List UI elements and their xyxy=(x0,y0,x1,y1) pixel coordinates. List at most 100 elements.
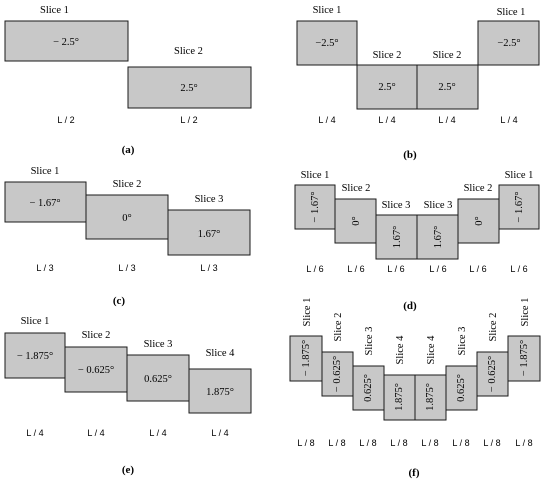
panel-c-block-1 xyxy=(4,181,87,223)
panel-f-angle-1: − 1.875° xyxy=(301,340,312,376)
panel-e-slice-name-1: Slice 1 xyxy=(21,316,50,327)
panel-d-slice-name-4: Slice 3 xyxy=(424,200,453,211)
panel-f-slice-name-1: Slice 1 xyxy=(302,298,313,327)
panel-f-block-3 xyxy=(352,365,385,411)
panel-e-length-2: L / 4 xyxy=(87,428,104,438)
panel-b: Slice 1 Slice 2 Slice 2 Slice 1 −2.5° 2.… xyxy=(296,5,540,161)
panel-a-block-1 xyxy=(4,20,129,62)
panel-a-slice-name-2: Slice 2 xyxy=(174,46,203,57)
panel-f-slice-name-3: Slice 3 xyxy=(364,327,375,356)
panel-f-length-8: L / 8 xyxy=(515,438,532,448)
panel-b-length-1: L / 4 xyxy=(318,115,335,125)
panel-c-length-3: L / 3 xyxy=(200,263,217,273)
panel-f-slice-name-8: Slice 1 xyxy=(520,298,531,327)
panel-b-block-3 xyxy=(416,64,479,110)
panel-e-slice-name-3: Slice 3 xyxy=(144,339,173,350)
panel-c-angle-2: 0° xyxy=(122,213,131,224)
panel-b-block-4 xyxy=(477,20,540,66)
panel-d-length-6: L / 6 xyxy=(510,264,527,274)
panel-d-block-3 xyxy=(375,214,418,260)
panel-b-angle-2: 2.5° xyxy=(378,82,395,93)
panel-e-slice-name-4: Slice 4 xyxy=(206,348,236,359)
panel-d-length-2: L / 6 xyxy=(347,264,364,274)
panel-d-block-5 xyxy=(457,198,500,244)
panel-b-slice-name-4: Slice 1 xyxy=(497,7,526,18)
panel-d-block-1 xyxy=(294,184,336,230)
panel-f-length-7: L / 8 xyxy=(483,438,500,448)
panel-c-slice-name-1: Slice 1 xyxy=(31,166,60,177)
panel-f-slice-name-2: Slice 2 xyxy=(333,313,344,342)
panel-f-slice-name-4: Slice 4 xyxy=(395,335,406,365)
panel-c: Slice 1 Slice 2 Slice 3 − 1.67° 0° 1.67°… xyxy=(4,166,251,307)
panel-d-slice-name-1: Slice 1 xyxy=(301,170,330,181)
panel-f-length-1: L / 8 xyxy=(297,438,314,448)
panel-b-length-4: L / 4 xyxy=(500,115,517,125)
panel-e-length-4: L / 4 xyxy=(211,428,228,438)
panel-d-caption: (d) xyxy=(403,300,417,312)
panel-f-length-2: L / 8 xyxy=(328,438,345,448)
panel-f-angle-8: − 1.875° xyxy=(519,340,530,376)
panel-d-length-3: L / 6 xyxy=(387,264,404,274)
panel-d-length-5: L / 6 xyxy=(469,264,486,274)
panel-e-block-3 xyxy=(126,354,190,402)
panel-e-angle-2: − 0.625° xyxy=(78,365,114,376)
panel-b-length-2: L / 4 xyxy=(378,115,395,125)
panel-d-block-4 xyxy=(416,214,459,260)
panel-d-length-1: L / 6 xyxy=(306,264,323,274)
panel-d-angle-4: 1.67° xyxy=(433,226,444,249)
panel-f-caption: (f) xyxy=(409,467,420,479)
panel-a-caption: (a) xyxy=(122,144,135,156)
panel-d-block-6 xyxy=(498,184,540,230)
panel-e-length-3: L / 4 xyxy=(149,428,166,438)
panel-b-block-1 xyxy=(296,20,358,66)
panel-d-slice-name-5: Slice 2 xyxy=(464,183,493,194)
panel-a-slice-name-1: Slice 1 xyxy=(40,5,69,16)
panel-c-block-3 xyxy=(167,209,251,256)
panel-b-caption: (b) xyxy=(403,149,417,161)
panel-d-angle-5: 0° xyxy=(474,216,485,225)
panel-f-length-4: L / 8 xyxy=(390,438,407,448)
panel-f-slice-name-5: Slice 4 xyxy=(426,335,437,365)
panel-d-slice-name-2: Slice 2 xyxy=(342,183,371,194)
panel-e-length-1: L / 4 xyxy=(26,428,43,438)
panel-e-angle-1: − 1.875° xyxy=(17,351,53,362)
panel-f-length-6: L / 8 xyxy=(452,438,469,448)
panel-f-block-1 xyxy=(289,335,323,382)
panel-c-length-1: L / 3 xyxy=(36,263,53,273)
panel-b-slice-name-1: Slice 1 xyxy=(313,5,342,16)
panel-a-block-2 xyxy=(127,66,252,109)
panel-c-angle-3: 1.67° xyxy=(198,229,221,240)
panel-e-angle-4: 1.875° xyxy=(206,387,234,398)
panel-c-block-2 xyxy=(85,194,169,240)
panel-c-slice-name-3: Slice 3 xyxy=(195,194,224,205)
panel-d-angle-6: − 1.67° xyxy=(514,191,525,222)
panel-b-slice-name-3: Slice 2 xyxy=(433,50,462,61)
panel-d-angle-2: 0° xyxy=(351,216,362,225)
panel-d-angle-1: − 1.67° xyxy=(310,191,321,222)
panel-f-block-6 xyxy=(445,365,478,411)
panel-a-angle-1: − 2.5° xyxy=(53,37,79,48)
panel-d-length-4: L / 6 xyxy=(429,264,446,274)
panel-e-block-2 xyxy=(64,346,128,393)
panel-f-angle-2: − 0.625° xyxy=(332,356,343,392)
panel-e-caption: (e) xyxy=(122,464,135,476)
panel-f-slice-name-7: Slice 2 xyxy=(488,313,499,342)
panel-c-angle-1: − 1.67° xyxy=(29,198,60,209)
panel-f-angle-5: 1.875° xyxy=(425,383,436,411)
panel-a-length-2: L / 2 xyxy=(180,115,197,125)
panel-f-block-8 xyxy=(507,335,541,382)
panel-f-slice-name-6: Slice 3 xyxy=(457,327,468,356)
panel-f-angle-3: 0.625° xyxy=(363,374,374,402)
panel-f-length-3: L / 8 xyxy=(359,438,376,448)
panel-d-slice-name-3: Slice 3 xyxy=(382,200,411,211)
panel-f-length-5: L / 8 xyxy=(421,438,438,448)
panel-a-angle-2: 2.5° xyxy=(180,83,197,94)
panel-e: Slice 1 Slice 2 Slice 3 Slice 4 − 1.875°… xyxy=(4,316,252,476)
panel-f: Slice 1 Slice 2 Slice 3 Slice 4 Slice 4 … xyxy=(289,298,541,479)
panel-b-angle-3: 2.5° xyxy=(438,82,455,93)
panel-e-block-1 xyxy=(4,332,66,379)
panel-c-caption: (c) xyxy=(113,295,126,307)
panel-f-angle-7: − 0.625° xyxy=(487,356,498,392)
panel-a: Slice 1 Slice 2 − 2.5° 2.5° L / 2 L / 2 … xyxy=(4,5,252,156)
